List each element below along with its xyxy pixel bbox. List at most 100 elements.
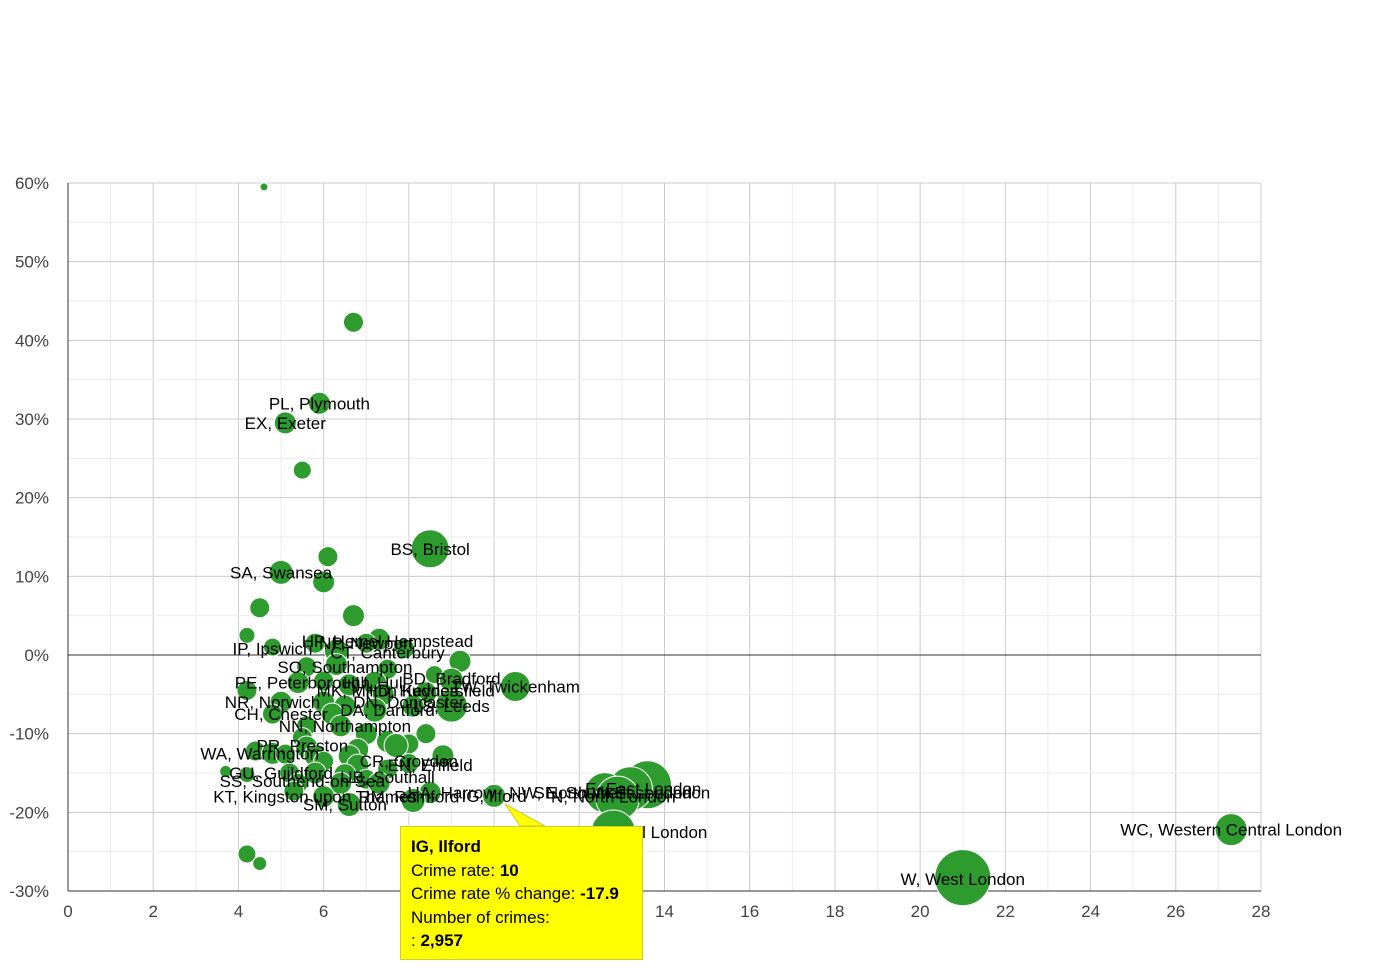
tooltip-count-row: : 2,957 [411,929,632,953]
bubble[interactable] [499,670,531,702]
bubble-label: SO, Southampton [277,658,412,677]
axes [67,183,1261,892]
x-axis-ticks: 0246810121416182022242628 [63,902,1270,921]
bubble[interactable] [307,391,331,415]
tooltip-rate-row: Crime rate: 10 [411,859,632,883]
bubble-label: KT, Kingston upon Thames [213,788,417,807]
bubble-label: DA, Dartford [340,701,434,720]
x-tick-label: 2 [148,902,157,921]
bubble-label: NR, Norwich [225,693,320,712]
x-tick-label: 22 [996,902,1015,921]
bubble[interactable] [394,638,416,660]
bubble[interactable] [238,626,256,644]
bubble[interactable] [329,714,353,738]
bubble[interactable] [252,855,268,871]
bubble[interactable] [262,703,284,725]
bubble-label: N, North London [551,788,676,807]
bubble[interactable] [237,844,257,864]
tooltip: IG, Ilford Crime rate: 10 Crime rate % c… [400,826,643,960]
x-tick-label: 26 [1166,902,1185,921]
bubble-label: SA, Swansea [230,563,333,582]
bubble[interactable] [273,411,297,435]
bubble[interactable] [1214,813,1248,847]
bubble[interactable] [342,311,364,333]
bubble-label: UB, Southall [340,768,435,787]
bubble[interactable] [236,679,258,701]
bubble[interactable] [259,182,269,192]
bubble[interactable] [292,460,312,480]
bubble-label: W, West London [901,870,1025,889]
bubble[interactable] [431,744,455,768]
bubble[interactable] [219,764,233,778]
bubble[interactable] [434,689,468,723]
y-tick-label: 10% [15,567,49,586]
bubble[interactable] [324,652,348,676]
x-tick-label: 20 [911,902,930,921]
x-tick-label: 24 [1081,902,1100,921]
tooltip-change-row: Crime rate % change: -17.9 [411,882,632,906]
bubble-label: IP, Ipswich [233,640,313,659]
bubble[interactable] [312,570,336,594]
y-tick-label: 50% [15,253,49,272]
bubble[interactable] [410,529,450,569]
x-tick-label: 4 [234,902,243,921]
bubble[interactable] [934,849,992,907]
bubble[interactable] [336,791,362,817]
bubble-label: SE, South East London [534,784,711,803]
bubble-label: WA, Warrington [200,744,319,763]
bubble-label: LS, Leeds [413,697,490,716]
bubble[interactable] [286,671,310,695]
bubble[interactable] [398,753,420,775]
tooltip-change-value: -17.9 [580,884,619,903]
y-tick-label: 40% [15,331,49,350]
bubble[interactable] [341,604,365,628]
x-tick-label: 0 [63,902,72,921]
bubble-label: NW, North West London [509,784,692,803]
x-tick-label: 6 [319,902,328,921]
bubble-label: NP, Newport [319,634,413,653]
x-tick-label: 18 [825,902,844,921]
tooltip-title: IG, Ilford [411,837,481,856]
bubble-label: TW, Twickenham [451,677,580,696]
bubble[interactable] [367,771,391,795]
y-axis-ticks: 60% 50% 40% 30% 20% 10% 0% -10% -20% -30% [9,174,49,901]
y-tick-label: 60% [15,174,49,193]
y-tick-label: -30% [9,882,49,901]
bubble-label: EX, Exeter [245,414,327,433]
bubble-label: SM, Sutton [303,795,387,814]
bubble[interactable] [263,637,283,657]
bubble[interactable] [304,632,326,654]
bubble[interactable] [401,694,425,718]
bubble[interactable] [383,732,409,758]
bubble[interactable] [400,788,426,814]
bubble-label: WC, Western Central London [1120,821,1342,840]
bubble-label: BD, Bradford [402,670,500,689]
x-tick-label: 28 [1252,902,1271,921]
bubble[interactable] [355,632,377,654]
bubble-label: PR, Preston [257,736,349,755]
bubble[interactable] [268,559,294,585]
bubble-label: DN, Doncaster [353,693,465,712]
y-tick-label: -20% [9,803,49,822]
bubble-label: EN, Enfield [388,756,473,775]
bubble-label: SS, Southend-on-Sea [220,772,386,791]
bubble[interactable] [249,597,271,619]
bubble-series [219,182,1248,907]
bubble[interactable] [329,771,353,795]
bubble[interactable] [303,761,327,785]
bubble[interactable] [283,780,305,802]
bubble[interactable] [312,785,336,809]
bubble-label: GU, Guildford [229,764,333,783]
bubble[interactable] [238,766,256,784]
bubble-label: HA, Harrow [408,784,497,803]
tooltip-count-label: Number of crimes: [411,907,550,927]
bubble[interactable] [362,697,388,723]
bubble[interactable] [415,723,437,745]
bubble-label: CH, Chester [234,705,328,724]
bubble[interactable] [317,546,339,568]
tooltip-count-prefix: : [411,931,416,950]
bubble-hover-ring [481,782,508,809]
bubble-label: HP, Hemel Hempstead [302,632,474,651]
